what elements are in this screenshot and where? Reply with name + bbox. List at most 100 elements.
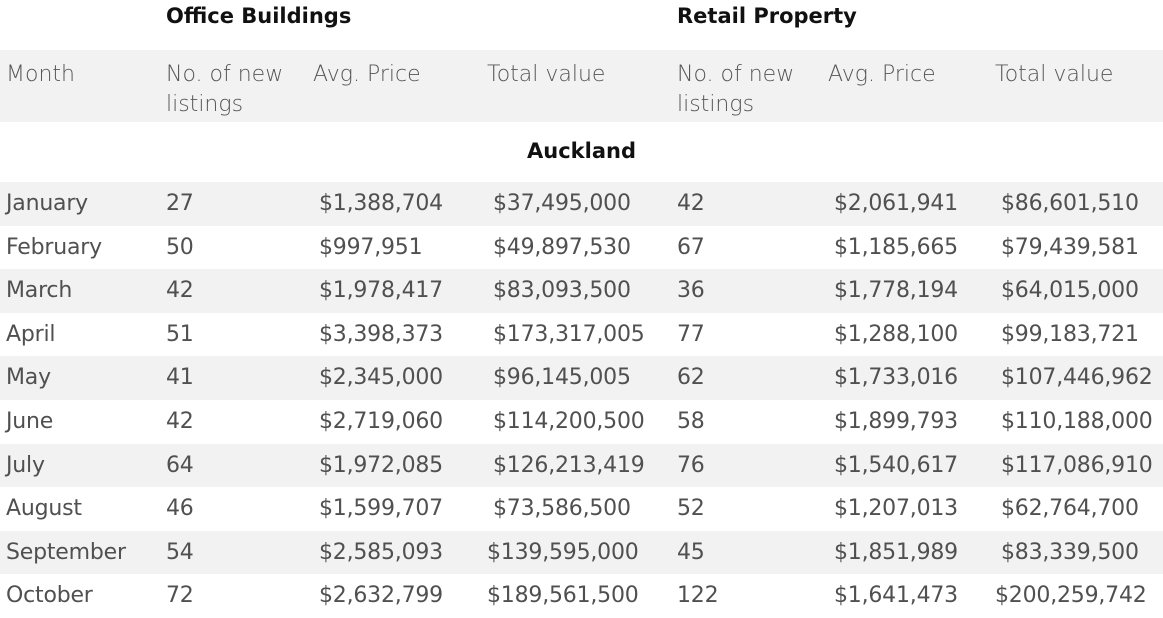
retail-avg-price-cell: $1,899,793: [834, 409, 958, 434]
office-avg-price-cell: $2,632,799: [319, 583, 443, 609]
office-total-value-cell: $37,495,000: [493, 191, 631, 216]
retail-total-value-column-header: Total value: [995, 60, 1113, 90]
office-avg-price-cell: $1,599,707: [319, 496, 443, 522]
retail-avg-price-column-header: Avg. Price: [828, 60, 936, 90]
retail-total-value-cell: $99,183,721: [1001, 321, 1139, 347]
retail-total-value-cell: $107,446,962: [1001, 365, 1153, 391]
month-cell: October: [6, 583, 93, 609]
office-listings-cell: 51: [166, 321, 194, 347]
office-listings-cell: 42: [166, 409, 194, 434]
office-total-value-cell: $114,200,500: [493, 409, 645, 434]
office-listings-header-line1: No. of new: [166, 62, 284, 87]
retail-avg-price-cell: $1,288,100: [834, 321, 958, 347]
office-total-value-cell: $126,213,419: [493, 452, 645, 478]
office-total-value-cell: $83,093,500: [493, 278, 631, 304]
table-row: May 41 $2,345,000 $96,145,005 62 $1,733,016 $1…: [0, 356, 1163, 400]
month-cell: April: [6, 321, 56, 347]
retail-avg-price-cell: $2,061,941: [834, 191, 958, 216]
month-cell: February: [6, 234, 102, 260]
table-row: June 42 $2,719,060 $114,200,500 58 $1,899,793…: [0, 400, 1163, 444]
retail-property-title: Retail Property: [677, 4, 857, 28]
retail-listings-cell: 76: [677, 452, 705, 478]
office-avg-price-cell: $1,978,417: [319, 278, 443, 304]
retail-listings-cell: 77: [677, 321, 705, 347]
office-listings-cell: 41: [166, 365, 194, 391]
retail-listings-cell: 42: [677, 191, 705, 216]
retail-total-value-cell: $79,439,581: [1001, 234, 1139, 260]
retail-avg-price-cell: $1,733,016: [834, 365, 958, 391]
table-row: April 51 $3,398,373 $173,317,005 77 $1,288,10…: [0, 312, 1163, 357]
retail-total-value-cell: $64,015,000: [1001, 278, 1139, 304]
retail-avg-price-cell: $1,641,473: [834, 583, 958, 609]
office-total-value-cell: $173,317,005: [493, 321, 645, 347]
office-listings-column-header: No. of new listings: [166, 60, 283, 120]
retail-listings-cell: 52: [677, 496, 705, 522]
month-cell: September: [6, 539, 126, 565]
month-cell: July: [6, 452, 45, 478]
group-header-row: Office Buildings Retail Property: [0, 0, 1163, 50]
month-cell: June: [6, 409, 54, 434]
retail-listings-cell: 67: [677, 234, 705, 260]
retail-total-value-cell: $200,259,742: [995, 583, 1147, 609]
retail-listings-header-line2: listings: [677, 92, 755, 117]
retail-total-value-header-label: Total value: [995, 62, 1114, 87]
office-total-value-cell: $96,145,005: [493, 365, 631, 391]
office-avg-price-cell: $2,719,060: [319, 409, 443, 434]
office-avg-price-cell: $2,585,093: [319, 539, 443, 565]
region-title: Auckland: [527, 139, 636, 163]
office-avg-price-cell: $2,345,000: [319, 365, 443, 391]
office-listings-cell: 46: [166, 496, 194, 522]
office-total-value-cell: $189,561,500: [487, 583, 639, 609]
table-row: October 72 $2,632,799 $189,561,500 122 $1,641…: [0, 574, 1163, 618]
retail-listings-cell: 122: [677, 583, 719, 609]
month-cell: January: [6, 191, 89, 216]
column-header-row: Month No. of new listings Avg. Price Tot…: [0, 50, 1163, 122]
office-avg-price-cell: $1,972,085: [319, 452, 443, 478]
month-cell: May: [6, 365, 51, 391]
table-row: August 46 $1,599,707 $73,586,500 52 $1,207,01…: [0, 487, 1163, 531]
office-listings-cell: 50: [166, 234, 194, 260]
office-avg-price-cell: $1,388,704: [319, 191, 443, 216]
office-buildings-title: Office Buildings: [166, 4, 352, 28]
retail-avg-price-cell: $1,778,194: [834, 278, 958, 304]
office-total-value-cell: $49,897,530: [493, 234, 631, 260]
office-listings-cell: 64: [166, 452, 194, 478]
office-total-value-header-label: Total value: [487, 62, 606, 87]
office-listings-cell: 42: [166, 278, 194, 304]
retail-listings-header-line1: No. of new: [677, 62, 795, 87]
office-listings-cell: 72: [166, 583, 194, 609]
office-total-value-column-header: Total value: [487, 60, 605, 90]
table-row: March 42 $1,978,417 $83,093,500 36 $1,778,194…: [0, 269, 1163, 313]
office-listings-cell: 27: [166, 191, 194, 216]
retail-listings-cell: 45: [677, 539, 705, 565]
retail-total-value-cell: $110,188,000: [1001, 409, 1153, 434]
office-avg-price-header-label: Avg. Price: [313, 62, 421, 87]
retail-listings-cell: 62: [677, 365, 705, 391]
office-listings-cell: 54: [166, 539, 194, 565]
office-total-value-cell: $73,586,500: [493, 496, 631, 522]
retail-total-value-cell: $62,764,700: [1001, 496, 1139, 522]
retail-total-value-cell: $83,339,500: [1001, 539, 1139, 565]
retail-avg-price-header-label: Avg. Price: [828, 62, 936, 87]
retail-listings-cell: 58: [677, 409, 705, 434]
table-row: February 50 $997,951 $49,897,530 67 $1,185,66…: [0, 225, 1163, 270]
table-row: September 54 $2,585,093 $139,595,000 45 $1,85…: [0, 530, 1163, 575]
retail-avg-price-cell: $1,185,665: [834, 234, 958, 260]
retail-total-value-cell: $86,601,510: [1001, 191, 1139, 216]
month-cell: March: [6, 278, 73, 304]
retail-avg-price-cell: $1,851,989: [834, 539, 958, 565]
month-cell: August: [6, 496, 82, 522]
office-avg-price-column-header: Avg. Price: [313, 60, 421, 90]
month-column-header: Month: [6, 60, 75, 90]
retail-listings-column-header: No. of new listings: [677, 60, 794, 120]
table-row: January 27 $1,388,704 $37,495,000 42 $2,061,9…: [0, 182, 1163, 226]
region-row: Auckland: [0, 122, 1163, 182]
retail-avg-price-cell: $1,207,013: [834, 496, 958, 522]
table-row: July 64 $1,972,085 $126,213,419 76 $1,540,617…: [0, 443, 1163, 488]
office-avg-price-cell: $997,951: [319, 234, 423, 260]
retail-avg-price-cell: $1,540,617: [834, 452, 958, 478]
retail-total-value-cell: $117,086,910: [1001, 452, 1153, 478]
month-header-label: Month: [6, 62, 75, 87]
retail-listings-cell: 36: [677, 278, 705, 304]
office-total-value-cell: $139,595,000: [487, 539, 639, 565]
